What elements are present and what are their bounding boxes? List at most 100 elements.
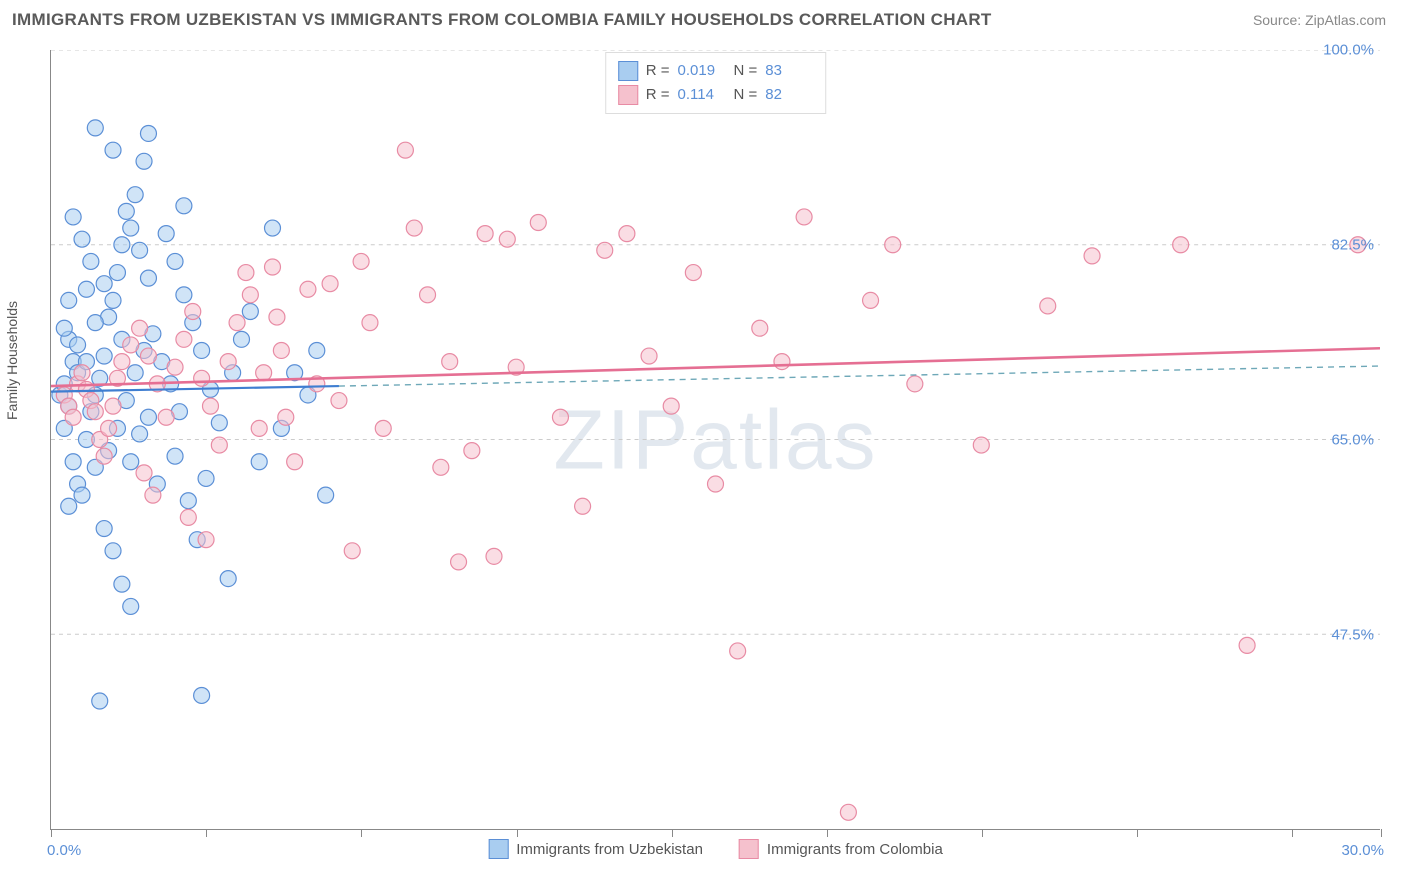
scatter-point [127, 187, 143, 203]
scatter-point [477, 226, 493, 242]
scatter-point [597, 242, 613, 258]
scatter-point [132, 242, 148, 258]
chart-title: IMMIGRANTS FROM UZBEKISTAN VS IMMIGRANTS… [12, 10, 992, 30]
scatter-point [344, 543, 360, 559]
scatter-point [105, 292, 121, 308]
scatter-point [220, 571, 236, 587]
scatter-point [87, 404, 103, 420]
legend-label: Immigrants from Colombia [767, 841, 943, 858]
source-label: Source: ZipAtlas.com [1253, 12, 1386, 28]
scatter-point [251, 454, 267, 470]
n-value-1: 82 [765, 83, 813, 107]
scatter-point [442, 354, 458, 370]
legend-stats-row-0: R = 0.019 N = 83 [618, 59, 814, 83]
ytick-label: 65.0% [1331, 432, 1374, 449]
scatter-point [300, 281, 316, 297]
scatter-point [70, 337, 86, 353]
scatter-point [278, 409, 294, 425]
scatter-point [96, 448, 112, 464]
ytick-label: 100.0% [1323, 42, 1374, 59]
r-label: R = [646, 59, 670, 83]
legend-item-uzbekistan: Immigrants from Uzbekistan [488, 839, 703, 859]
scatter-point [123, 598, 139, 614]
scatter-point [140, 348, 156, 364]
scatter-point [185, 304, 201, 320]
scatter-point [1173, 237, 1189, 253]
scatter-point [287, 454, 303, 470]
scatter-plot [51, 50, 1380, 829]
scatter-point [180, 509, 196, 525]
scatter-point [464, 443, 480, 459]
scatter-point [322, 276, 338, 292]
scatter-point [167, 448, 183, 464]
scatter-point [105, 142, 121, 158]
scatter-point [96, 276, 112, 292]
scatter-point [132, 320, 148, 336]
scatter-point [140, 125, 156, 141]
scatter-point [180, 493, 196, 509]
scatter-point [74, 487, 90, 503]
scatter-point [486, 548, 502, 564]
scatter-point [530, 215, 546, 231]
scatter-point [774, 354, 790, 370]
scatter-point [123, 454, 139, 470]
scatter-point [87, 315, 103, 331]
scatter-point [74, 365, 90, 381]
scatter-point [796, 209, 812, 225]
scatter-point [65, 209, 81, 225]
scatter-point [176, 331, 192, 347]
scatter-point [863, 292, 879, 308]
scatter-point [65, 454, 81, 470]
scatter-point [663, 398, 679, 414]
scatter-point [907, 376, 923, 392]
scatter-point [105, 543, 121, 559]
header: IMMIGRANTS FROM UZBEKISTAN VS IMMIGRANTS… [0, 0, 1406, 38]
scatter-point [397, 142, 413, 158]
scatter-point [375, 420, 391, 436]
scatter-point [127, 365, 143, 381]
n-label: N = [734, 83, 758, 107]
scatter-point [132, 426, 148, 442]
xtick [1137, 829, 1138, 837]
scatter-point [74, 231, 90, 247]
r-label: R = [646, 83, 670, 107]
swatch-colombia [618, 85, 638, 105]
scatter-point [136, 153, 152, 169]
xtick [206, 829, 207, 837]
scatter-point [123, 220, 139, 236]
scatter-point [114, 576, 130, 592]
scatter-point [211, 415, 227, 431]
xtick [51, 829, 52, 837]
xtick [1292, 829, 1293, 837]
scatter-point [65, 409, 81, 425]
scatter-point [406, 220, 422, 236]
scatter-point [211, 437, 227, 453]
scatter-point [233, 331, 249, 347]
r-value-0: 0.019 [678, 59, 726, 83]
scatter-point [109, 265, 125, 281]
scatter-point [78, 281, 94, 297]
scatter-point [752, 320, 768, 336]
scatter-point [331, 393, 347, 409]
scatter-point [198, 532, 214, 548]
scatter-point [140, 409, 156, 425]
scatter-point [229, 315, 245, 331]
n-value-0: 83 [765, 59, 813, 83]
scatter-point [61, 292, 77, 308]
scatter-point [619, 226, 635, 242]
scatter-point [318, 487, 334, 503]
scatter-point [1239, 637, 1255, 653]
scatter-point [202, 398, 218, 414]
scatter-point [1084, 248, 1100, 264]
scatter-point [158, 226, 174, 242]
scatter-point [96, 348, 112, 364]
scatter-point [708, 476, 724, 492]
scatter-point [140, 270, 156, 286]
scatter-point [158, 409, 174, 425]
legend-stats-row-1: R = 0.114 N = 82 [618, 83, 814, 107]
scatter-point [685, 265, 701, 281]
scatter-point [96, 521, 112, 537]
scatter-point [353, 253, 369, 269]
chart-area: ZIPatlas R = 0.019 N = 83 R = 0.114 N = … [50, 50, 1380, 830]
ytick-label: 47.5% [1331, 627, 1374, 644]
